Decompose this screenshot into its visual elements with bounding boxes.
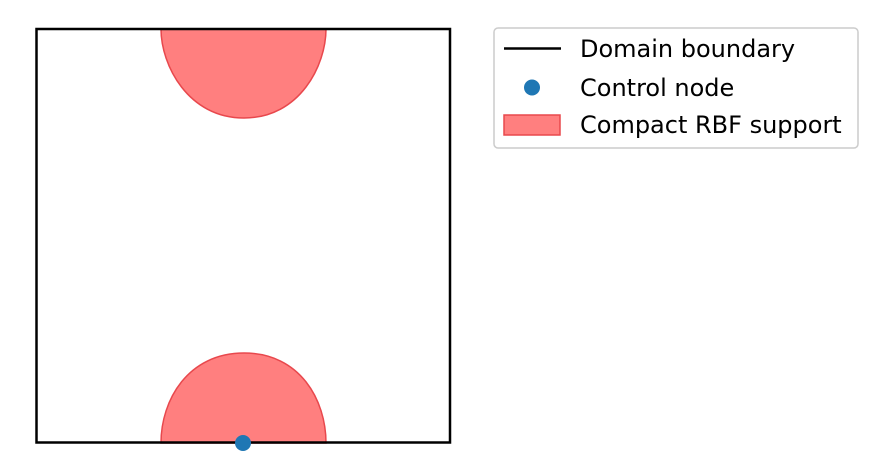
legend-patch-swatch xyxy=(503,114,561,136)
rbf-support-top xyxy=(160,28,327,119)
legend-marker-swatch xyxy=(524,79,540,96)
legend-frame xyxy=(493,27,859,149)
rbf-support-bottom xyxy=(160,352,327,444)
legend: Domain boundary Control node Compact RBF… xyxy=(493,27,859,149)
plot-area xyxy=(35,27,452,451)
legend-label-control-node: Control node xyxy=(580,74,734,102)
legend-label-compact-rbf-support: Compact RBF support xyxy=(580,111,842,139)
legend-label-domain-boundary: Domain boundary xyxy=(580,35,795,63)
control-node xyxy=(235,435,251,451)
